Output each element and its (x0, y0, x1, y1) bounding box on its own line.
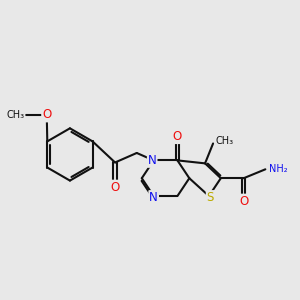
Text: O: O (239, 195, 248, 208)
Text: S: S (207, 191, 214, 204)
Text: NH₂: NH₂ (269, 164, 287, 174)
Text: N: N (149, 191, 158, 204)
Text: O: O (173, 130, 182, 143)
Text: N: N (148, 154, 157, 167)
Text: O: O (42, 109, 51, 122)
Text: O: O (110, 181, 120, 194)
Text: CH₃: CH₃ (215, 136, 234, 146)
Text: CH₃: CH₃ (6, 110, 25, 120)
